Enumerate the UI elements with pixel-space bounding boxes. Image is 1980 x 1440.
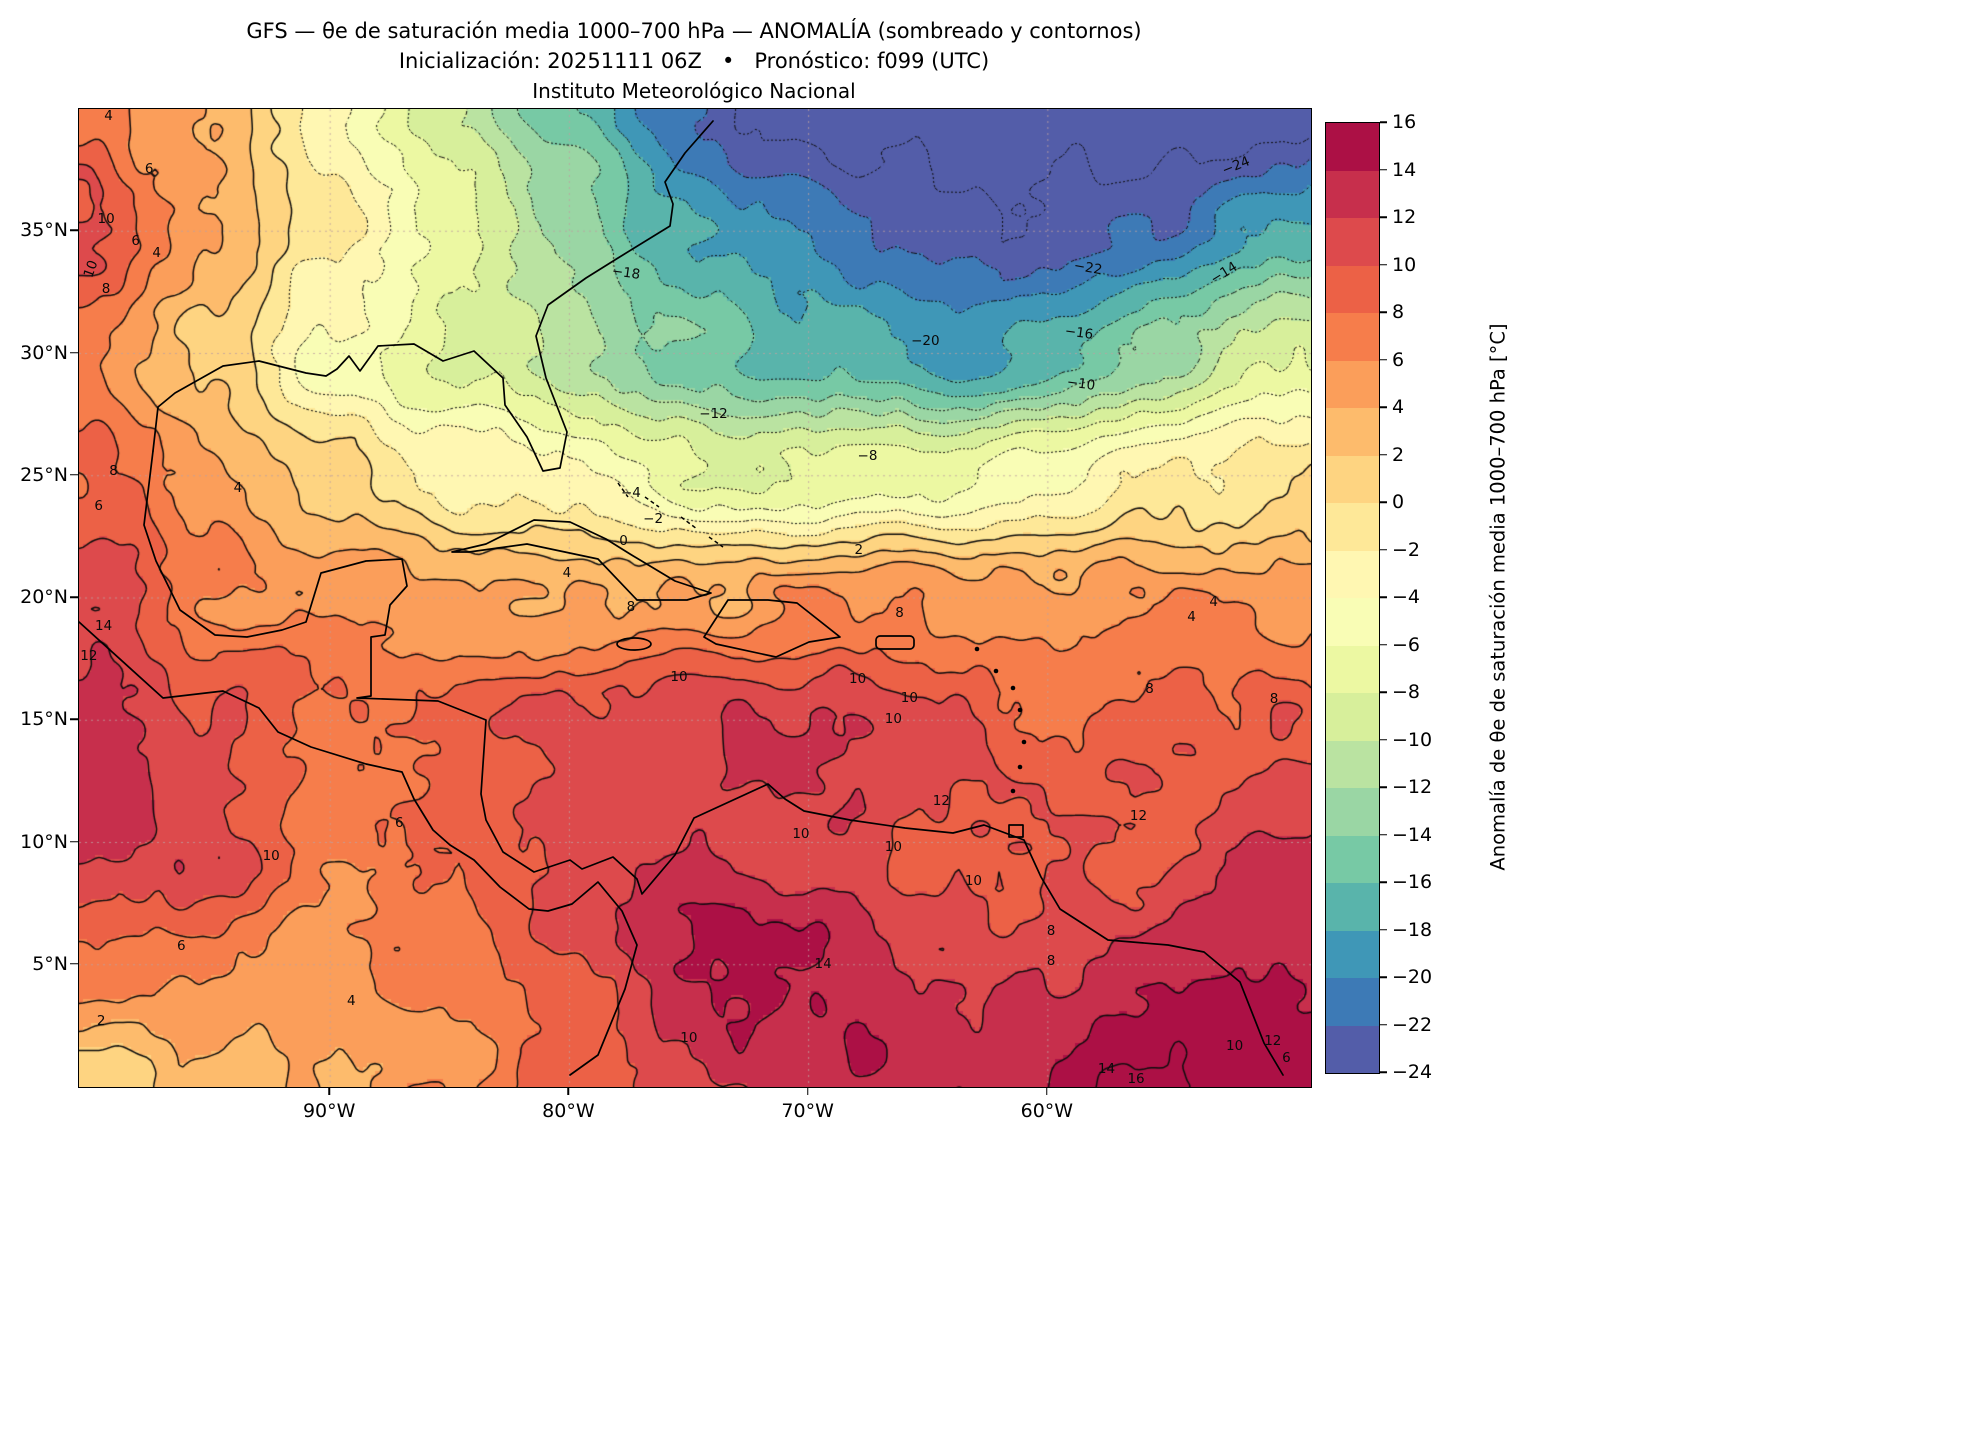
lat-tick-label: 35°N bbox=[20, 219, 68, 242]
chart-subtitle-init-forecast: Inicialización: 20251111 06Z • Pronóstic… bbox=[398, 49, 990, 74]
colorbar-segment bbox=[1326, 883, 1379, 931]
lon-tick-label: 60°W bbox=[1020, 1100, 1074, 1122]
colorbar-segment bbox=[1326, 645, 1379, 693]
colorbar-tick-label: 16 bbox=[1392, 111, 1417, 133]
colorbar-segment bbox=[1326, 598, 1379, 646]
lon-tick-label: 90°W bbox=[302, 1100, 356, 1122]
colorbar-tick-mark bbox=[1380, 738, 1387, 741]
colorbar-tick-label: −20 bbox=[1392, 966, 1433, 988]
colorbar-tick-mark bbox=[1380, 786, 1387, 788]
chart-title: GFS — θe de saturación media 1000–700 hP… bbox=[246, 19, 1142, 43]
colorbar-segment bbox=[1326, 788, 1379, 836]
lat-tick-label: 10°N bbox=[20, 830, 68, 853]
colorbar-tick-label: −12 bbox=[1392, 776, 1433, 798]
colorbar-tick-mark bbox=[1380, 976, 1387, 978]
lat-tick-label: 15°N bbox=[20, 708, 68, 731]
lat-tick-mark bbox=[70, 229, 78, 231]
colorbar-segment bbox=[1326, 360, 1379, 408]
colorbar-tick-label: −16 bbox=[1392, 871, 1433, 893]
lon-tick-mark bbox=[1046, 1087, 1048, 1095]
colorbar-tick-mark bbox=[1380, 263, 1387, 266]
map-plot-area: 4 6 10 6 4 10 8 −24 −18 −22 −14 −16 −20 −10 −12 −8 4 8 6 −4… bbox=[78, 108, 1312, 1088]
lon-tick-label: 70°W bbox=[781, 1100, 834, 1122]
colorbar-tick-label: −24 bbox=[1392, 1061, 1433, 1083]
lat-tick-mark bbox=[70, 474, 78, 476]
colorbar-tick-mark bbox=[1380, 1071, 1387, 1073]
lat-tick-mark bbox=[70, 718, 78, 720]
colorbar-tick-mark bbox=[1380, 1023, 1387, 1026]
lat-tick-mark bbox=[70, 963, 78, 965]
lon-tick-mark bbox=[567, 1087, 570, 1095]
colorbar bbox=[1325, 122, 1380, 1074]
colorbar-segment bbox=[1326, 835, 1379, 883]
lat-tick-mark bbox=[70, 351, 78, 354]
colorbar-tick-label: −22 bbox=[1392, 1013, 1433, 1036]
colorbar-label: Anomalía de θe de saturación media 1000–… bbox=[1486, 323, 1510, 871]
colorbar-tick-mark bbox=[1380, 406, 1387, 408]
colorbar-segment bbox=[1326, 550, 1379, 598]
lat-tick-mark bbox=[70, 596, 78, 598]
colorbar-segment bbox=[1326, 930, 1379, 978]
colorbar-tick-label: 12 bbox=[1392, 206, 1417, 228]
lon-tick-mark bbox=[328, 1087, 330, 1095]
colorbar-segment bbox=[1326, 455, 1379, 503]
colorbar-tick-label: 14 bbox=[1392, 158, 1417, 181]
colorbar-tick-label: 6 bbox=[1392, 348, 1405, 371]
colorbar-tick-label: 4 bbox=[1392, 396, 1405, 418]
colorbar-tick-label: −10 bbox=[1392, 728, 1433, 751]
colorbar-tick-label: −4 bbox=[1392, 586, 1421, 608]
lon-tick-mark bbox=[806, 1087, 809, 1095]
colorbar-tick-mark bbox=[1380, 168, 1387, 171]
chart-titles: GFS — θe de saturación media 1000–700 hP… bbox=[78, 16, 1310, 106]
colorbar-segment bbox=[1326, 503, 1379, 551]
colorbar-segment bbox=[1326, 170, 1379, 218]
colorbar-tick-label: −18 bbox=[1392, 918, 1433, 941]
colorbar-tick-mark bbox=[1380, 358, 1387, 361]
lat-tick-label: 30°N bbox=[20, 341, 68, 364]
colorbar-segment bbox=[1326, 978, 1379, 1026]
colorbar-tick-label: 2 bbox=[1392, 443, 1405, 466]
colorbar-tick-mark bbox=[1380, 691, 1387, 693]
colorbar-tick-mark bbox=[1380, 453, 1387, 456]
lon-tick-label: 80°W bbox=[542, 1100, 595, 1122]
colorbar-tick-label: −14 bbox=[1392, 823, 1433, 846]
colorbar-segment bbox=[1326, 693, 1379, 741]
colorbar-segment bbox=[1326, 265, 1379, 313]
colorbar-tick-label: 10 bbox=[1392, 253, 1417, 276]
colorbar-segment bbox=[1326, 408, 1379, 456]
colorbar-tick-label: −2 bbox=[1392, 538, 1421, 561]
colorbar-tick-mark bbox=[1380, 643, 1387, 646]
colorbar-segment bbox=[1326, 123, 1379, 171]
colorbar-tick-label: 8 bbox=[1392, 301, 1405, 323]
colorbar-segment bbox=[1326, 218, 1379, 266]
colorbar-segment bbox=[1326, 740, 1379, 788]
colorbar-tick-mark bbox=[1380, 596, 1387, 598]
colorbar-segment bbox=[1326, 313, 1379, 361]
colorbar-tick-mark bbox=[1380, 881, 1387, 883]
colorbar-tick-mark bbox=[1380, 216, 1387, 218]
colorbar-tick-mark bbox=[1380, 548, 1387, 551]
colorbar-tick-label: −8 bbox=[1392, 681, 1421, 703]
colorbar-tick-mark bbox=[1380, 311, 1387, 313]
colorbar-tick-mark bbox=[1380, 121, 1387, 123]
colorbar-tick-label: 0 bbox=[1392, 491, 1405, 513]
anomaly-shading-canvas bbox=[79, 109, 1311, 1087]
lat-tick-label: 25°N bbox=[20, 463, 68, 486]
chart-subtitle-institution: Instituto Meteorológico Nacional bbox=[532, 78, 856, 103]
colorbar-tick-mark bbox=[1380, 501, 1387, 503]
colorbar-segment bbox=[1326, 1025, 1379, 1073]
colorbar-tick-mark bbox=[1380, 928, 1387, 931]
lat-tick-label: 20°N bbox=[20, 586, 68, 608]
colorbar-tick-mark bbox=[1380, 833, 1387, 836]
lat-tick-mark bbox=[70, 840, 78, 843]
colorbar-tick-label: −6 bbox=[1392, 633, 1421, 656]
lat-tick-label: 5°N bbox=[32, 952, 68, 975]
